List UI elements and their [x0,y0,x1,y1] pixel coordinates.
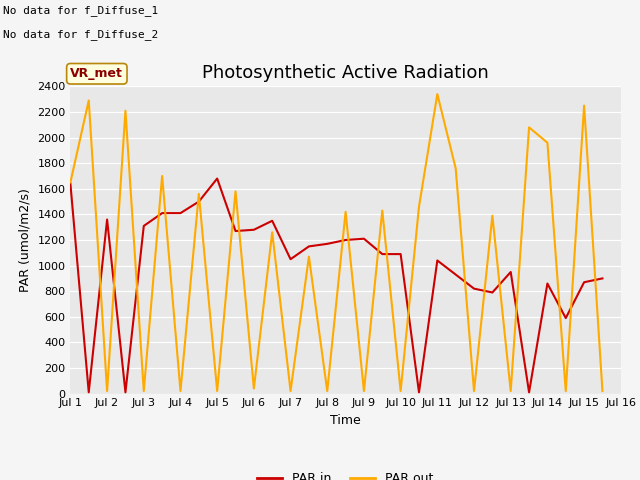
Title: Photosynthetic Active Radiation: Photosynthetic Active Radiation [202,64,489,82]
Text: No data for f_Diffuse_2: No data for f_Diffuse_2 [3,29,159,40]
Text: No data for f_Diffuse_1: No data for f_Diffuse_1 [3,5,159,16]
Legend: PAR in, PAR out: PAR in, PAR out [252,468,439,480]
X-axis label: Time: Time [330,414,361,427]
Y-axis label: PAR (umol/m2/s): PAR (umol/m2/s) [19,188,32,292]
Text: VR_met: VR_met [70,67,124,80]
